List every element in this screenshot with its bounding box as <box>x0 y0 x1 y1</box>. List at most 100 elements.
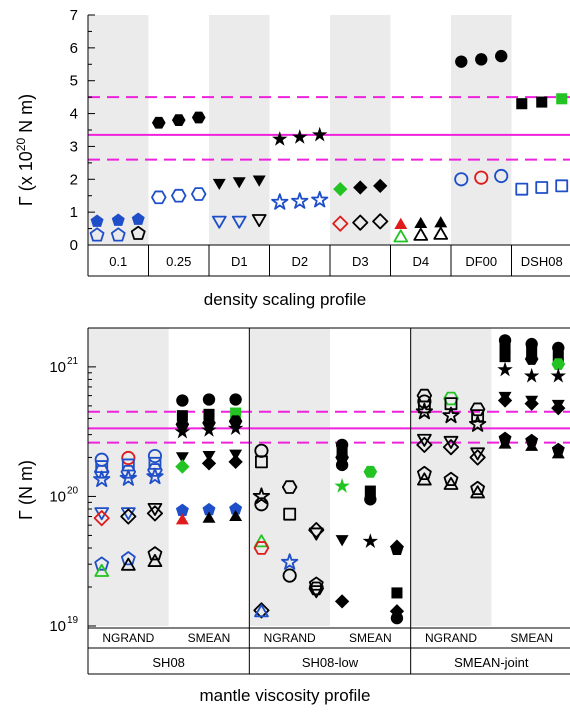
data-point-black-diamond <box>201 456 217 471</box>
data-point-red-triup <box>175 513 189 525</box>
data-point-black-tridown <box>252 175 266 187</box>
data-point-blue-tridown <box>231 215 247 229</box>
data-point-blue-circle <box>147 448 163 464</box>
shaded-column <box>209 15 270 245</box>
data-point-black-diamond <box>353 180 368 195</box>
y-tick-exponent: 20 <box>67 485 79 496</box>
data-point-black-star <box>227 420 244 435</box>
data-point-blue-star <box>93 470 111 488</box>
data-point-black-diamond <box>146 505 163 522</box>
data-point-black-diamond <box>334 594 350 609</box>
group-label: SH08-low <box>302 655 359 670</box>
data-point-blue-hexagon <box>151 190 167 205</box>
data-point-black-circle <box>335 458 349 472</box>
y-tick-label: 10 <box>49 359 66 376</box>
category-label: DF00 <box>465 254 497 269</box>
data-point-blue-pentagon <box>202 502 216 516</box>
data-point-black-star <box>362 533 379 548</box>
data-point-black-hexagon <box>308 581 325 596</box>
data-point-green-diamond <box>175 459 190 474</box>
data-point-black-hexagon <box>524 353 539 365</box>
data-point-black-star <box>252 487 271 504</box>
data-point-black-circle <box>202 393 216 406</box>
data-point-black-tridown <box>308 585 324 599</box>
data-point-black-hexagon <box>151 116 166 129</box>
data-point-black-square <box>176 410 188 422</box>
data-point-green-hexagon <box>363 465 378 478</box>
data-point-blue-square <box>555 179 569 193</box>
data-point-black-pentagon <box>390 542 404 555</box>
data-point-black-diamond <box>551 401 566 416</box>
data-point-black-triup <box>202 511 216 523</box>
data-point-black-square <box>516 98 528 110</box>
data-point-blue-triup <box>254 604 269 618</box>
data-point-green-star <box>334 478 350 493</box>
data-point-black-triup <box>470 485 485 499</box>
top-xlabel: density scaling profile <box>204 290 367 309</box>
data-point-black-tridown <box>212 178 226 191</box>
data-point-black-circle <box>495 49 508 63</box>
data-point-green-hexagon <box>551 358 566 371</box>
data-point-blue-pentagon <box>90 214 104 227</box>
data-point-black-star <box>442 406 460 424</box>
data-point-black-circle <box>455 55 468 68</box>
data-point-black-triup <box>525 439 539 451</box>
data-point-black-star <box>201 421 217 437</box>
y-tick-label: 6 <box>70 40 78 57</box>
shaded-column <box>330 15 391 245</box>
data-point-green-diamond <box>333 181 348 197</box>
category-label: 0.1 <box>109 254 127 269</box>
data-point-black-triup <box>417 472 432 486</box>
data-point-black-star <box>292 129 308 144</box>
subgroup-label: NGRAND <box>425 631 477 645</box>
data-point-blue-pentagon <box>120 551 136 566</box>
data-point-red-circle <box>474 170 489 185</box>
data-point-red-circle <box>121 450 136 466</box>
category-label: 0.25 <box>166 254 191 269</box>
data-point-blue-hexagon <box>171 188 187 203</box>
data-point-black-triup <box>498 437 512 449</box>
data-point-blue-pentagon <box>110 227 126 242</box>
data-point-black-star <box>415 402 434 420</box>
data-point-black-tridown <box>175 452 189 464</box>
data-point-black-triup <box>433 226 449 240</box>
data-point-black-star <box>497 361 513 377</box>
subgroup-label: SMEAN <box>188 631 231 645</box>
data-point-green-triup <box>393 229 409 243</box>
data-point-blue-star <box>146 467 164 485</box>
data-point-black-diamond <box>372 213 389 230</box>
data-point-blue-pentagon <box>131 212 145 225</box>
data-point-black-tridown <box>251 214 267 228</box>
data-point-black-diamond <box>228 454 243 469</box>
data-point-black-diamond <box>253 602 270 619</box>
data-point-black-circle <box>364 493 377 506</box>
top-panel: 0 1 2 3 4 5 6 7 0.1 0.25 D1 D2 D3 D4 DF00 DSH08 <box>70 7 570 277</box>
data-point-red-hexagon <box>253 541 270 555</box>
data-point-blue-hexagon <box>190 187 207 201</box>
data-point-black-pentagon <box>308 576 324 591</box>
category-label: D2 <box>291 254 308 269</box>
group-label: SH08 <box>152 655 185 670</box>
shaded-column <box>249 328 330 626</box>
subgroup-label: SMEAN <box>349 631 392 645</box>
data-point-blue-star <box>281 553 299 570</box>
data-point-black-tridown <box>308 527 324 541</box>
y-tick-exponent: 19 <box>67 615 79 626</box>
data-point-blue-hexagon <box>120 464 137 479</box>
y-tick-label: 0 <box>70 237 78 254</box>
y-tick-label: 3 <box>70 138 78 155</box>
data-point-red-diamond <box>93 510 110 527</box>
y-tick-label: 4 <box>70 106 78 123</box>
data-point-black-triup <box>229 509 243 522</box>
data-point-black-diamond <box>442 439 460 456</box>
data-point-black-pentagon <box>416 465 432 481</box>
subgroup-label: NGRAND <box>102 631 154 645</box>
data-point-black-diamond <box>373 178 388 194</box>
subgroup-label: NGRAND <box>264 631 316 645</box>
data-point-black-star <box>523 367 540 383</box>
data-point-black-star <box>468 415 487 432</box>
data-point-black-tridown <box>232 177 246 189</box>
data-point-black-triup <box>413 227 429 241</box>
